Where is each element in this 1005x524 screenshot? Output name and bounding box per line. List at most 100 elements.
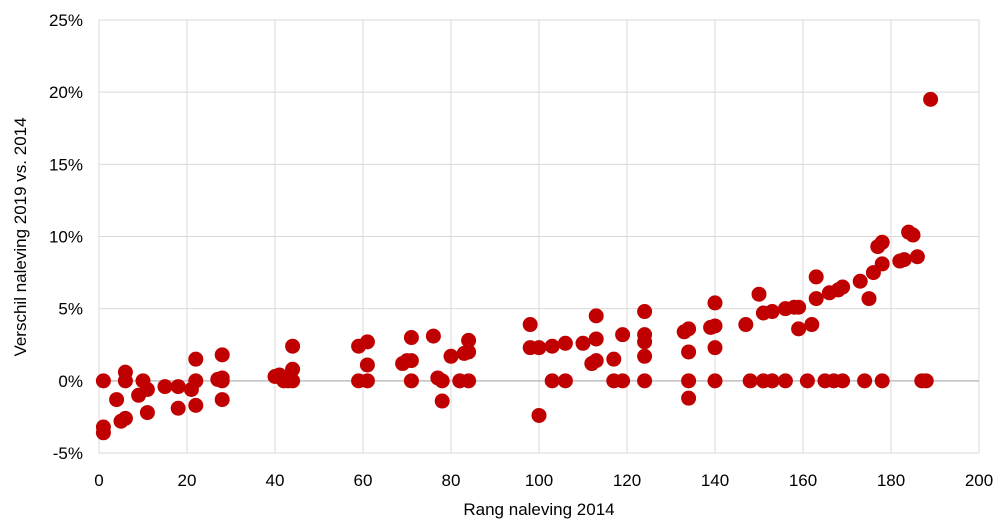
y-tick-label: -5% [53, 444, 83, 463]
data-point [557, 335, 573, 351]
data-point [544, 373, 560, 389]
data-point [557, 373, 573, 389]
x-tick-label: 200 [965, 471, 993, 490]
data-point [791, 299, 807, 315]
data-point [681, 373, 697, 389]
x-tick-label: 60 [354, 471, 373, 490]
y-tick-label: 10% [49, 228, 83, 247]
data-point [874, 234, 890, 250]
data-point [791, 321, 807, 337]
data-point [764, 373, 780, 389]
data-point [575, 335, 591, 351]
data-point [461, 373, 477, 389]
data-point [615, 373, 631, 389]
data-point [681, 321, 697, 337]
data-point [188, 351, 204, 367]
data-point [637, 373, 653, 389]
y-tick-label: 0% [58, 372, 83, 391]
gridlines [99, 19, 980, 454]
data-point [909, 249, 925, 265]
data-point [359, 373, 375, 389]
data-point [214, 347, 230, 363]
data-point [852, 273, 868, 289]
data-point [109, 392, 125, 408]
data-point [681, 390, 697, 406]
data-point [857, 373, 873, 389]
x-tick-label: 20 [178, 471, 197, 490]
data-point [139, 381, 155, 397]
data-point [804, 317, 820, 333]
data-point [835, 373, 851, 389]
data-point [777, 373, 793, 389]
data-point [918, 373, 934, 389]
data-point [188, 397, 204, 413]
data-point [95, 373, 111, 389]
y-tick-label: 15% [49, 155, 83, 174]
data-point [835, 279, 851, 295]
data-point [285, 338, 301, 354]
data-point [544, 338, 560, 354]
y-tick-label: 5% [58, 300, 83, 319]
x-axis-title: Rang naleving 2014 [463, 500, 614, 519]
y-tick-label: 25% [49, 11, 83, 30]
data-point [170, 379, 186, 395]
data-point [188, 373, 204, 389]
data-point [359, 357, 375, 373]
data-point [905, 227, 921, 243]
x-tick-label: 40 [266, 471, 285, 490]
data-point [808, 269, 824, 285]
data-point [637, 348, 653, 364]
data-point [588, 308, 604, 324]
data-point [214, 392, 230, 408]
x-tick-label: 140 [701, 471, 729, 490]
data-point [896, 252, 912, 268]
data-point [285, 373, 301, 389]
data-point [637, 327, 653, 343]
data-point [707, 295, 723, 311]
data-point [531, 407, 547, 423]
data-point [434, 373, 450, 389]
data-point [923, 91, 939, 107]
data-point [117, 410, 133, 426]
y-axis-title: Verschil naleving 2019 vs. 2014 [11, 117, 30, 356]
data-point [606, 351, 622, 367]
data-point [359, 334, 375, 350]
x-tick-label: 100 [525, 471, 553, 490]
x-tick-label: 80 [442, 471, 461, 490]
data-point [615, 327, 631, 343]
data-point [522, 317, 538, 333]
data-point [443, 348, 459, 364]
data-point [738, 317, 754, 333]
y-tick-labels: -5% 0% 5% 10% 15% 20% 25% [49, 11, 83, 463]
data-point [95, 425, 111, 441]
data-point [707, 340, 723, 356]
data-point [170, 400, 186, 416]
data-point [588, 353, 604, 369]
data-point [742, 373, 758, 389]
data-point [874, 256, 890, 272]
y-tick-label: 20% [49, 83, 83, 102]
data-point [403, 330, 419, 346]
x-tick-label: 0 [94, 471, 103, 490]
data-point [403, 373, 419, 389]
data-point [799, 373, 815, 389]
data-point [588, 331, 604, 347]
data-point [434, 393, 450, 409]
data-point [861, 291, 877, 307]
x-tick-label: 160 [789, 471, 817, 490]
data-point [117, 364, 133, 380]
data-point [707, 318, 723, 334]
data-point [681, 344, 697, 360]
data-point [139, 405, 155, 421]
data-point [764, 304, 780, 320]
data-point [531, 340, 547, 356]
data-point [285, 361, 301, 377]
data-point [461, 332, 477, 348]
data-point [874, 373, 890, 389]
x-tick-label: 180 [877, 471, 905, 490]
data-point [751, 286, 767, 302]
data-point [707, 373, 723, 389]
data-points [95, 91, 939, 441]
data-point [403, 353, 419, 369]
